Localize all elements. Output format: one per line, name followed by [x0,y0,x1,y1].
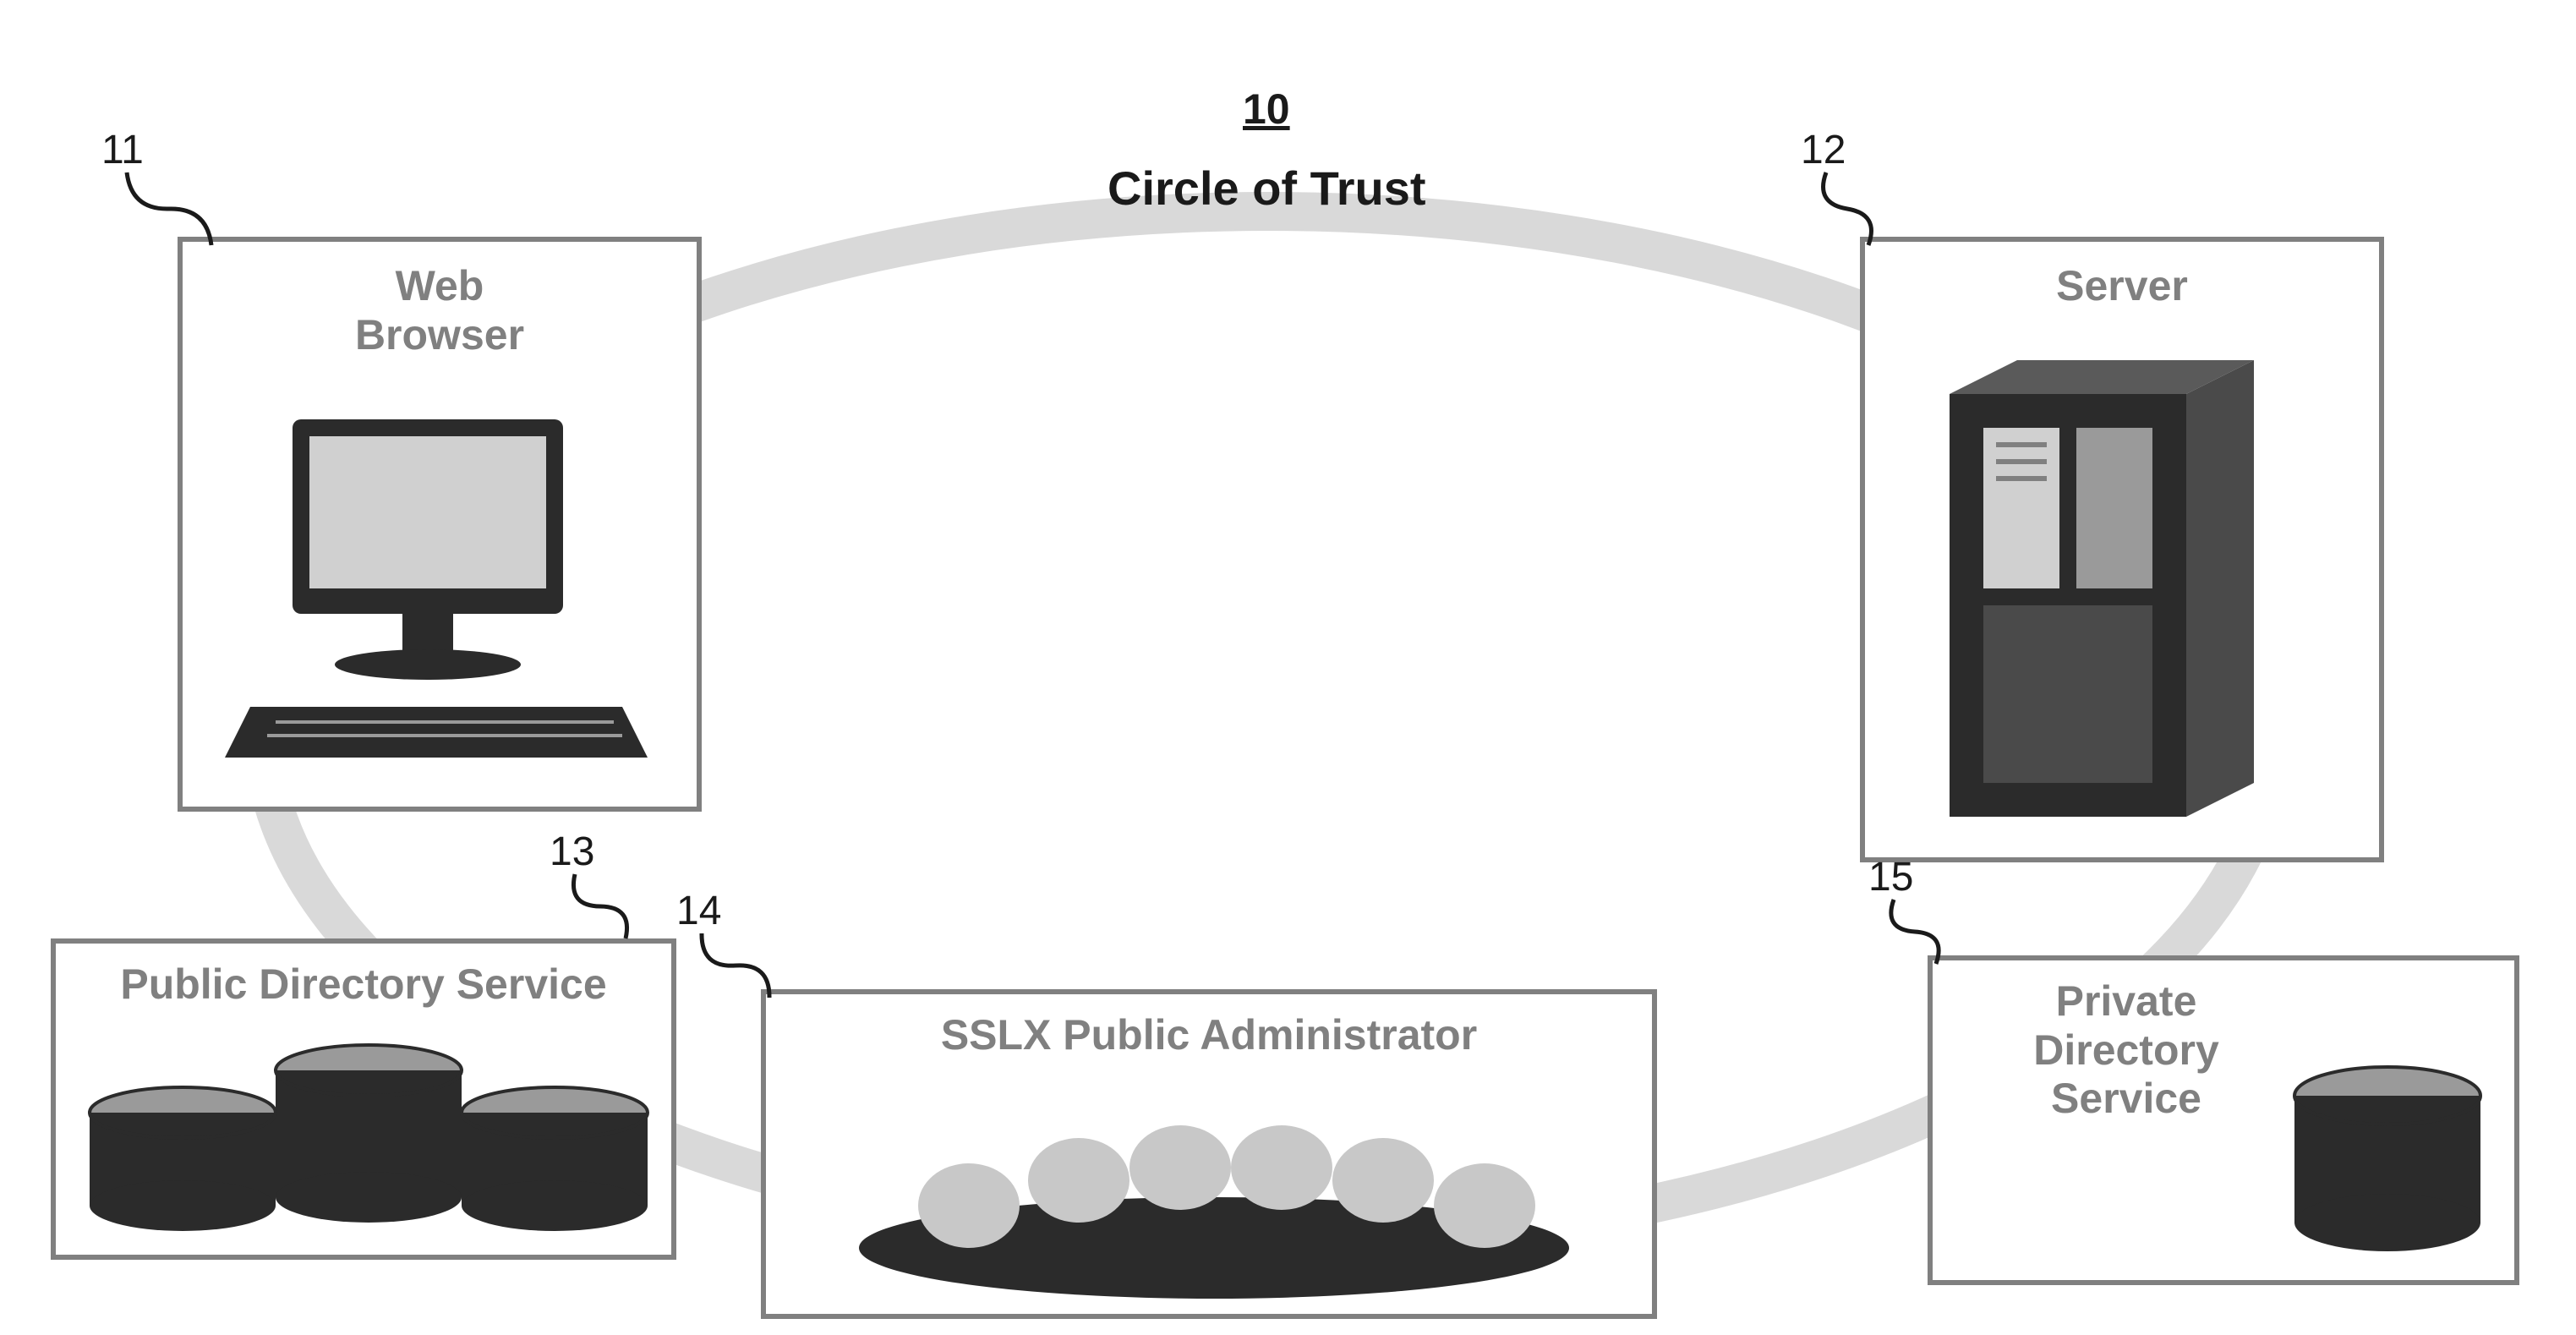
sslx-admin-label: SSLX Public Administrator [766,994,1652,1060]
server-label: Server [1865,242,2379,311]
node-sslx-admin: SSLX Public Administrator [761,989,1657,1319]
public-directory-label: Public Directory Service [56,944,671,1009]
node-server: Server [1860,237,2384,862]
database-icon [2278,1053,2497,1273]
diagram-title: Circle of Trust [1108,161,1426,216]
node-web-browser: WebBrowser [178,237,702,812]
callout-15: 15 [1868,854,1913,900]
callout-11: 11 [101,127,144,173]
meeting-table-icon [808,1087,1620,1307]
figure-number: 10 [1243,85,1290,134]
database-cluster-icon [73,1037,665,1239]
node-public-directory: Public Directory Service [51,938,676,1260]
callout-14: 14 [676,888,721,934]
callout-13: 13 [550,829,594,875]
web-browser-label: WebBrowser [183,242,697,359]
server-icon [1950,360,2305,834]
callout-12: 12 [1801,127,1846,173]
computer-icon [225,402,665,774]
node-private-directory: PrivateDirectoryService [1928,955,2519,1285]
